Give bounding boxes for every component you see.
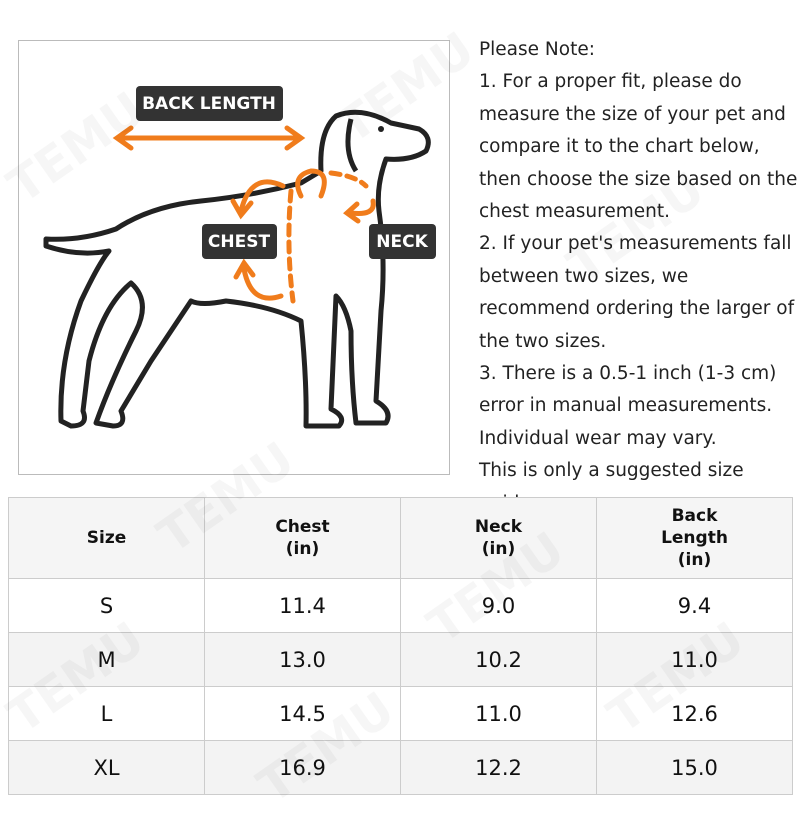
table-cell: 10.2 bbox=[400, 632, 597, 687]
table-cell: 15.0 bbox=[596, 740, 793, 795]
header-cell: Chest (in) bbox=[204, 497, 401, 579]
orange-arrows bbox=[112, 125, 376, 304]
header-cell: Size bbox=[8, 497, 205, 579]
table-cell: XL bbox=[8, 740, 205, 795]
label-box bbox=[202, 224, 277, 259]
table-cell: 13.0 bbox=[204, 632, 401, 687]
table-cell: M bbox=[8, 632, 205, 687]
eye bbox=[378, 126, 384, 132]
table-cell: 11.0 bbox=[596, 632, 793, 687]
table-row: M 13.0 10.2 11.0 bbox=[8, 632, 793, 687]
dog-diagram: BACK LENGTH CHEST NECK bbox=[43, 86, 436, 429]
size-table: Size Chest (in) Neck (in) Back Length (in) S… bbox=[8, 497, 793, 795]
table-cell: 9.0 bbox=[400, 578, 597, 633]
notes-title: Please Note: bbox=[479, 39, 595, 60]
chest-label: CHEST bbox=[208, 232, 271, 252]
diagram-frame: BACK LENGTH CHEST NECK bbox=[18, 40, 450, 475]
header-cell: Back Length (in) bbox=[596, 497, 793, 579]
label-box bbox=[369, 224, 436, 259]
table-cell: 12.6 bbox=[596, 686, 793, 741]
note-item: 1. For a proper fit, please do measure t… bbox=[479, 71, 798, 223]
table-row: XL 16.9 12.2 15.0 bbox=[8, 740, 793, 795]
neck-label: NECK bbox=[376, 232, 428, 252]
table-cell: 14.5 bbox=[204, 686, 401, 741]
table-cell: 11.0 bbox=[400, 686, 597, 741]
table-cell: 9.4 bbox=[596, 578, 793, 633]
note-item: 3. There is a 0.5-1 inch (1-3 cm) error … bbox=[479, 363, 777, 417]
table-row: S 11.4 9.0 9.4 bbox=[8, 578, 793, 633]
table-row: L 14.5 11.0 12.6 bbox=[8, 686, 793, 741]
header-row: Size Chest (in) Neck (in) Back Length (in) bbox=[8, 497, 793, 579]
label-box bbox=[136, 86, 283, 121]
note-item: Individual wear may vary. bbox=[479, 427, 717, 449]
ear bbox=[345, 118, 359, 173]
table-cell: L bbox=[8, 686, 205, 741]
table-cell: 12.2 bbox=[400, 740, 597, 795]
note-item: 2. If your pet's measurements fall betwe… bbox=[479, 233, 795, 352]
table-cell: 11.4 bbox=[204, 578, 401, 633]
notes: Please Note: 1. For a proper fit, please… bbox=[479, 34, 800, 520]
back-length-label: BACK LENGTH bbox=[142, 94, 276, 114]
dog-outline bbox=[43, 109, 431, 429]
table-cell: S bbox=[8, 578, 205, 633]
header-cell: Neck (in) bbox=[400, 497, 597, 579]
table-cell: 16.9 bbox=[204, 740, 401, 795]
